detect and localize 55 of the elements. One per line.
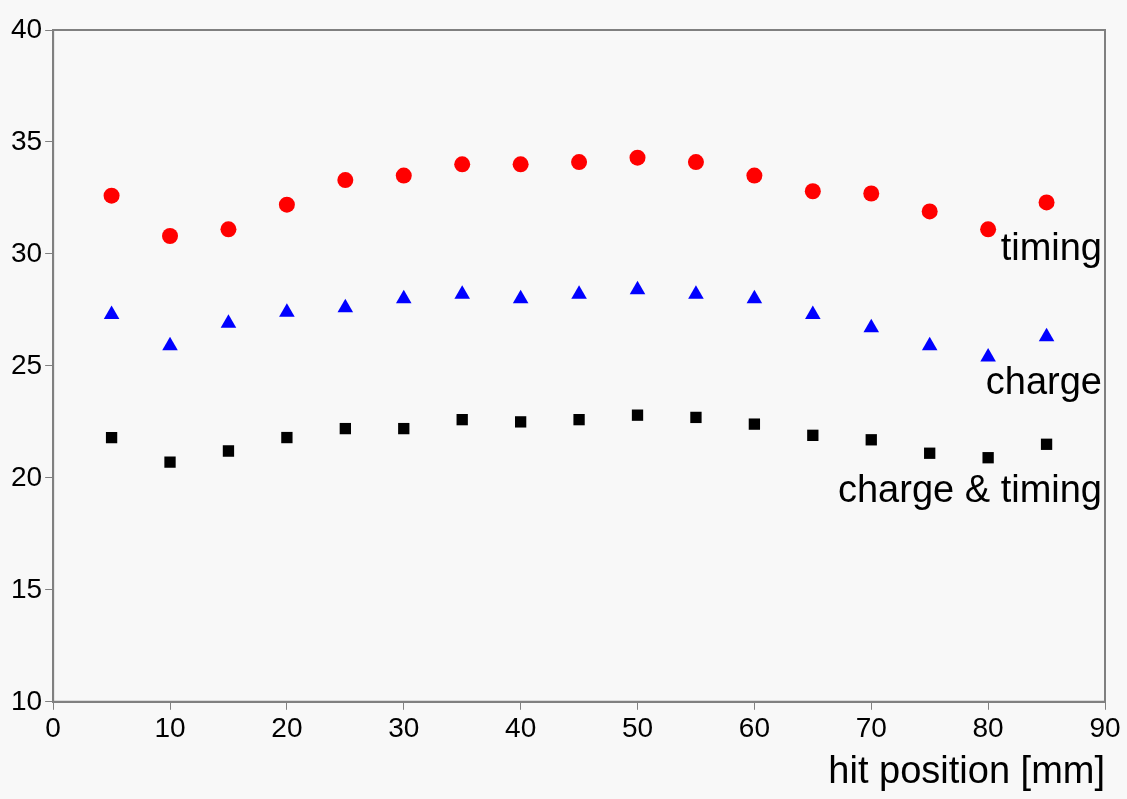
point	[222, 445, 235, 457]
point	[631, 409, 644, 421]
series-label: timing	[1000, 225, 1102, 268]
x-tick-label: 80	[972, 712, 1004, 744]
point	[339, 422, 351, 435]
x-tick-label: 50	[621, 712, 654, 744]
y-tick-label: 35	[10, 124, 43, 156]
series-label: charge	[985, 360, 1102, 403]
point	[690, 411, 702, 424]
point	[748, 418, 761, 430]
point	[746, 167, 763, 184]
point	[220, 221, 237, 238]
x-tick-label: 20	[271, 712, 303, 744]
y-tick-label: 10	[10, 684, 43, 716]
point	[103, 187, 120, 204]
point	[865, 434, 877, 446]
x-tick-label: 0	[45, 712, 61, 744]
point	[512, 156, 529, 173]
point	[980, 221, 997, 238]
point	[629, 149, 646, 166]
point	[398, 422, 410, 435]
y-tick-label: 20	[10, 460, 43, 492]
point	[921, 203, 938, 220]
point	[395, 167, 412, 184]
y-tick-label: 40	[10, 12, 43, 44]
point	[454, 156, 471, 173]
y-tick-label: 25	[10, 348, 43, 380]
point	[573, 413, 585, 426]
point	[924, 447, 936, 459]
point	[1038, 194, 1055, 211]
y-tick-label: 30	[10, 236, 43, 268]
series-label: charge & timing	[837, 467, 1102, 510]
point	[337, 172, 354, 189]
x-tick-label: 30	[388, 712, 420, 744]
point	[1040, 438, 1053, 450]
point	[281, 431, 293, 444]
point	[456, 413, 468, 426]
point	[687, 154, 704, 171]
point	[514, 416, 527, 428]
point	[804, 183, 821, 200]
x-tick-label: 10	[154, 712, 186, 744]
x-tick-label: 70	[855, 712, 887, 744]
point	[807, 429, 819, 441]
point	[982, 452, 994, 464]
point	[571, 154, 588, 171]
point	[105, 431, 118, 444]
point	[162, 228, 179, 245]
point	[278, 196, 295, 213]
x-tick-label: 40	[505, 712, 537, 744]
point	[164, 456, 176, 468]
point	[863, 185, 880, 202]
x-tick-label: 60	[738, 712, 770, 744]
x-axis-title: hit position [mm]	[828, 748, 1105, 791]
x-tick-label: 90	[1089, 712, 1121, 744]
y-tick-label: 15	[10, 572, 43, 604]
